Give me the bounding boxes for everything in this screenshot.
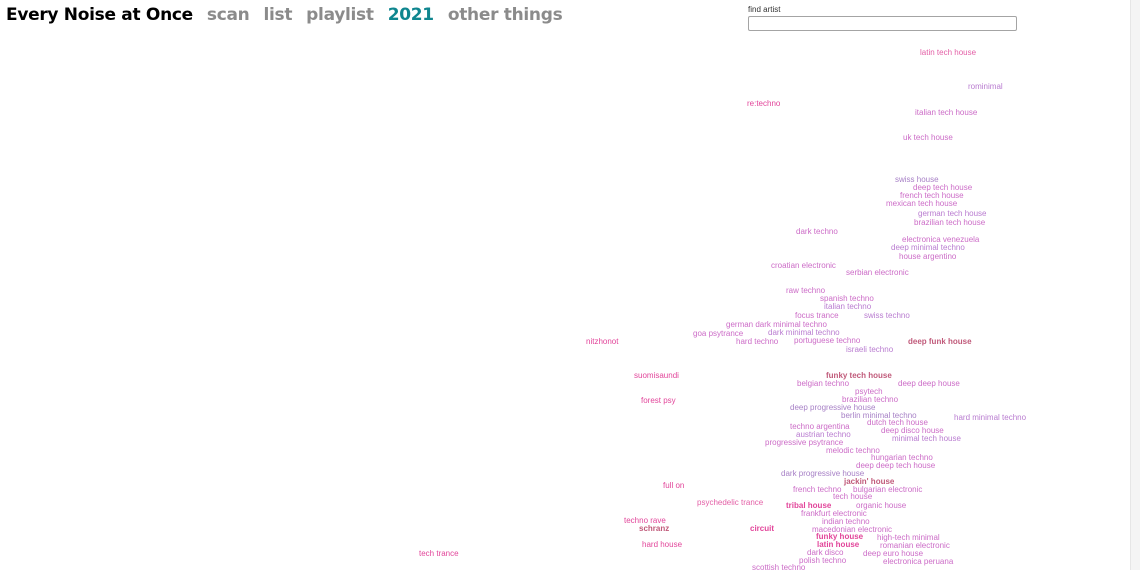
genre-label[interactable]: techno rave xyxy=(624,516,666,525)
genre-label[interactable]: high-tech minimal xyxy=(877,533,940,542)
genre-label[interactable]: bulgarian electronic xyxy=(853,485,923,494)
genre-label[interactable]: swiss techno xyxy=(864,311,910,320)
genre-label[interactable]: funky tech house xyxy=(826,371,892,380)
find-artist-box: find artist xyxy=(748,5,1018,31)
genre-label[interactable]: tribal house xyxy=(786,501,832,510)
top-nav: Every Noise at Once scan list playlist 2… xyxy=(6,5,576,29)
genre-label[interactable]: forest psy xyxy=(641,396,676,405)
genre-label[interactable]: tech house xyxy=(833,492,873,501)
genre-label[interactable]: rominimal xyxy=(968,82,1003,91)
genre-label[interactable]: deep disco house xyxy=(881,426,944,435)
genre-label[interactable]: techno argentina xyxy=(790,422,850,431)
find-artist-input[interactable] xyxy=(748,16,1017,31)
genre-label[interactable]: indian techno xyxy=(822,517,870,526)
genre-label[interactable]: mexican tech house xyxy=(886,199,958,208)
genre-label[interactable]: serbian electronic xyxy=(846,268,909,277)
genre-label[interactable]: dark disco xyxy=(807,548,844,557)
nav-link-playlist[interactable]: playlist xyxy=(306,5,374,25)
nav-link-scan[interactable]: scan xyxy=(206,5,250,25)
genre-label[interactable]: scottish techno xyxy=(752,563,806,570)
genre-label[interactable]: deep funk house xyxy=(908,337,972,346)
genre-label[interactable]: romanian electronic xyxy=(880,541,950,550)
genre-label[interactable]: full on xyxy=(663,481,685,490)
genre-label[interactable]: berlin minimal techno xyxy=(841,411,917,420)
genre-label[interactable]: dark progressive house xyxy=(781,469,865,478)
genre-label[interactable]: nitzhonot xyxy=(586,337,619,346)
genre-label[interactable]: dark minimal techno xyxy=(768,328,840,337)
genre-label[interactable]: hard minimal techno xyxy=(954,413,1027,422)
genre-label[interactable]: organic house xyxy=(856,501,907,510)
genre-label[interactable]: focus trance xyxy=(795,311,839,320)
genre-label[interactable]: psychedelic trance xyxy=(697,498,764,507)
genre-label[interactable]: macedonian electronic xyxy=(812,525,893,534)
genre-label[interactable]: melodic techno xyxy=(826,446,880,455)
genre-label[interactable]: croatian electronic xyxy=(771,261,836,270)
site-title-link[interactable]: Every Noise at Once xyxy=(6,5,193,25)
genre-label[interactable]: italian tech house xyxy=(915,108,978,117)
genre-label[interactable]: deep deep tech house xyxy=(856,461,936,470)
genre-label[interactable]: schranz xyxy=(639,524,670,533)
genre-label[interactable]: belgian techno xyxy=(797,379,850,388)
genre-label[interactable]: tech trance xyxy=(419,549,459,558)
genre-label[interactable]: electronica venezuela xyxy=(902,235,980,244)
genre-label[interactable]: polish techno xyxy=(799,556,847,565)
genre-label[interactable]: brazilian tech house xyxy=(914,218,986,227)
genre-label[interactable]: minimal tech house xyxy=(892,434,961,443)
genre-label[interactable]: latin house xyxy=(817,540,860,549)
genre-label[interactable]: brazilian techno xyxy=(842,395,899,404)
genre-label[interactable]: latin tech house xyxy=(920,48,977,57)
nav-link-other-things[interactable]: other things xyxy=(447,5,563,25)
genre-label[interactable]: spanish techno xyxy=(820,294,874,303)
genre-label[interactable]: french techno xyxy=(793,485,842,494)
find-artist-label: find artist xyxy=(748,5,781,14)
genre-label[interactable]: funky house xyxy=(816,532,864,541)
genre-label[interactable]: deep euro house xyxy=(863,549,924,558)
genre-label[interactable]: jackin' house xyxy=(844,477,895,486)
genre-label[interactable]: psytech xyxy=(855,387,883,396)
genre-label[interactable]: frankfurt electronic xyxy=(801,509,867,518)
nav-link-2021[interactable]: 2021 xyxy=(387,5,434,25)
genre-label[interactable]: german dark minimal techno xyxy=(726,320,827,329)
genre-label[interactable]: austrian techno xyxy=(796,430,851,439)
genre-label[interactable]: hard house xyxy=(642,540,683,549)
nav-link-list[interactable]: list xyxy=(263,5,293,25)
genre-label[interactable]: suomisaundi xyxy=(634,371,679,380)
genre-label[interactable]: german tech house xyxy=(918,209,987,218)
genre-label[interactable]: french tech house xyxy=(900,191,964,200)
genre-label[interactable]: raw techno xyxy=(786,286,826,295)
genre-label[interactable]: uk tech house xyxy=(903,133,953,142)
genre-label[interactable]: electronica peruana xyxy=(883,557,954,566)
genre-label[interactable]: italian techno xyxy=(824,302,872,311)
page-scrollbar[interactable] xyxy=(1130,0,1140,570)
genre-label[interactable]: swiss house xyxy=(895,175,939,184)
genre-label[interactable]: deep tech house xyxy=(913,183,973,192)
genre-label[interactable]: deep progressive house xyxy=(790,403,876,412)
genre-label[interactable]: circuit xyxy=(750,524,775,533)
genre-label[interactable]: progressive psytrance xyxy=(765,438,844,447)
genre-label[interactable]: deep deep house xyxy=(898,379,960,388)
genre-label[interactable]: dutch tech house xyxy=(867,418,928,427)
genre-label[interactable]: deep minimal techno xyxy=(891,243,965,252)
genre-label[interactable]: portuguese techno xyxy=(794,336,861,345)
genre-label[interactable]: dark techno xyxy=(796,227,838,236)
genre-label[interactable]: israeli techno xyxy=(846,345,894,354)
genre-label[interactable]: hard techno xyxy=(736,337,779,346)
genre-label[interactable]: re:techno xyxy=(747,99,781,108)
genre-label[interactable]: hungarian techno xyxy=(871,453,933,462)
genre-label[interactable]: house argentino xyxy=(899,252,957,261)
genre-label[interactable]: goa psytrance xyxy=(693,329,744,338)
